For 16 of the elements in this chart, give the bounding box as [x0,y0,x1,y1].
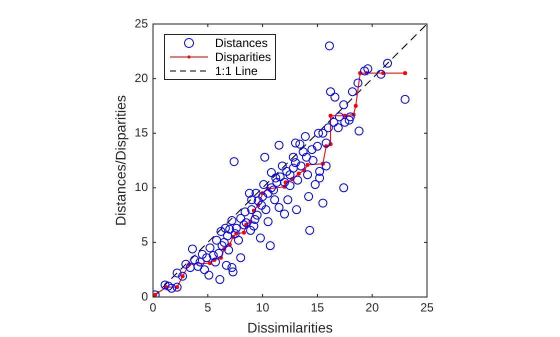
x-tick-label: 25 [420,300,434,315]
y-tick-label: 15 [134,126,148,140]
x-tick-label: 5 [204,300,212,315]
x-tick-label: 20 [366,300,380,315]
y-tick-label: 25 [134,16,148,30]
y-tick-label: 0 [141,289,148,304]
y-tick-label: 20 [134,70,148,85]
x-tick-label: 10 [256,300,270,315]
legend-label: Disparities [215,50,272,64]
x-axis-title: Dissimilarities [247,319,333,336]
y-axis-title: Distances/Disparities [112,95,128,226]
y-tick-label: 10 [134,180,148,194]
x-tick-label: 15 [310,300,324,315]
y-tick-label: 5 [141,234,148,249]
legend-label: Distances [215,36,268,50]
legend-label: 1:1 Line [215,64,258,78]
